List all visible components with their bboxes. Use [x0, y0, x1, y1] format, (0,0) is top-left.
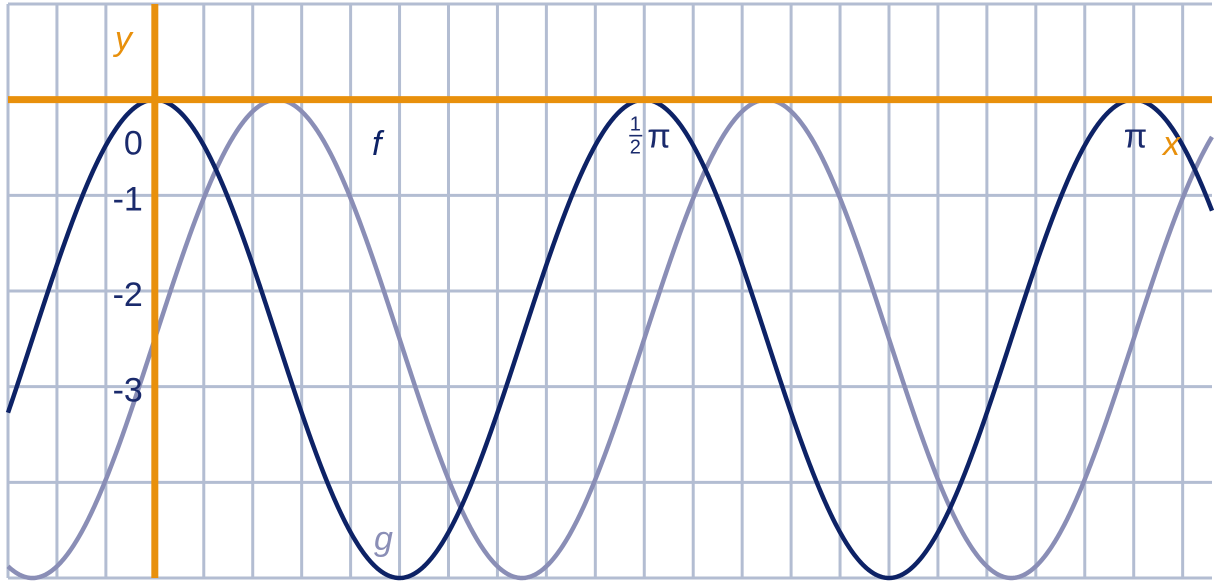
labels: yx0-1-2-312ππ112π2π212πfg	[113, 20, 1181, 558]
y-tick-label: 0	[124, 125, 143, 163]
x-tick-numerator: 1	[630, 114, 641, 136]
series-g-label: g	[374, 520, 393, 558]
y-tick-label: -1	[113, 180, 143, 218]
x-tick-label: 12 π	[629, 114, 671, 159]
axes	[8, 4, 1212, 578]
x-tick-label: π	[1124, 118, 1147, 156]
x-tick-pi: π	[1124, 118, 1147, 156]
series-f-label: f	[372, 125, 385, 163]
series-g-line	[6, 97, 1214, 581]
series-f-line	[5, 97, 1215, 581]
x-tick-denominator: 2	[630, 137, 641, 159]
y-tick-label: -2	[113, 276, 143, 314]
y-axis-label: y	[113, 20, 134, 58]
y-tick-label: -3	[113, 372, 143, 410]
x-axis-label: x	[1161, 125, 1181, 163]
x-tick-pi: π	[647, 118, 670, 156]
grid	[6, 2, 1212, 580]
curves	[5, 97, 1215, 581]
